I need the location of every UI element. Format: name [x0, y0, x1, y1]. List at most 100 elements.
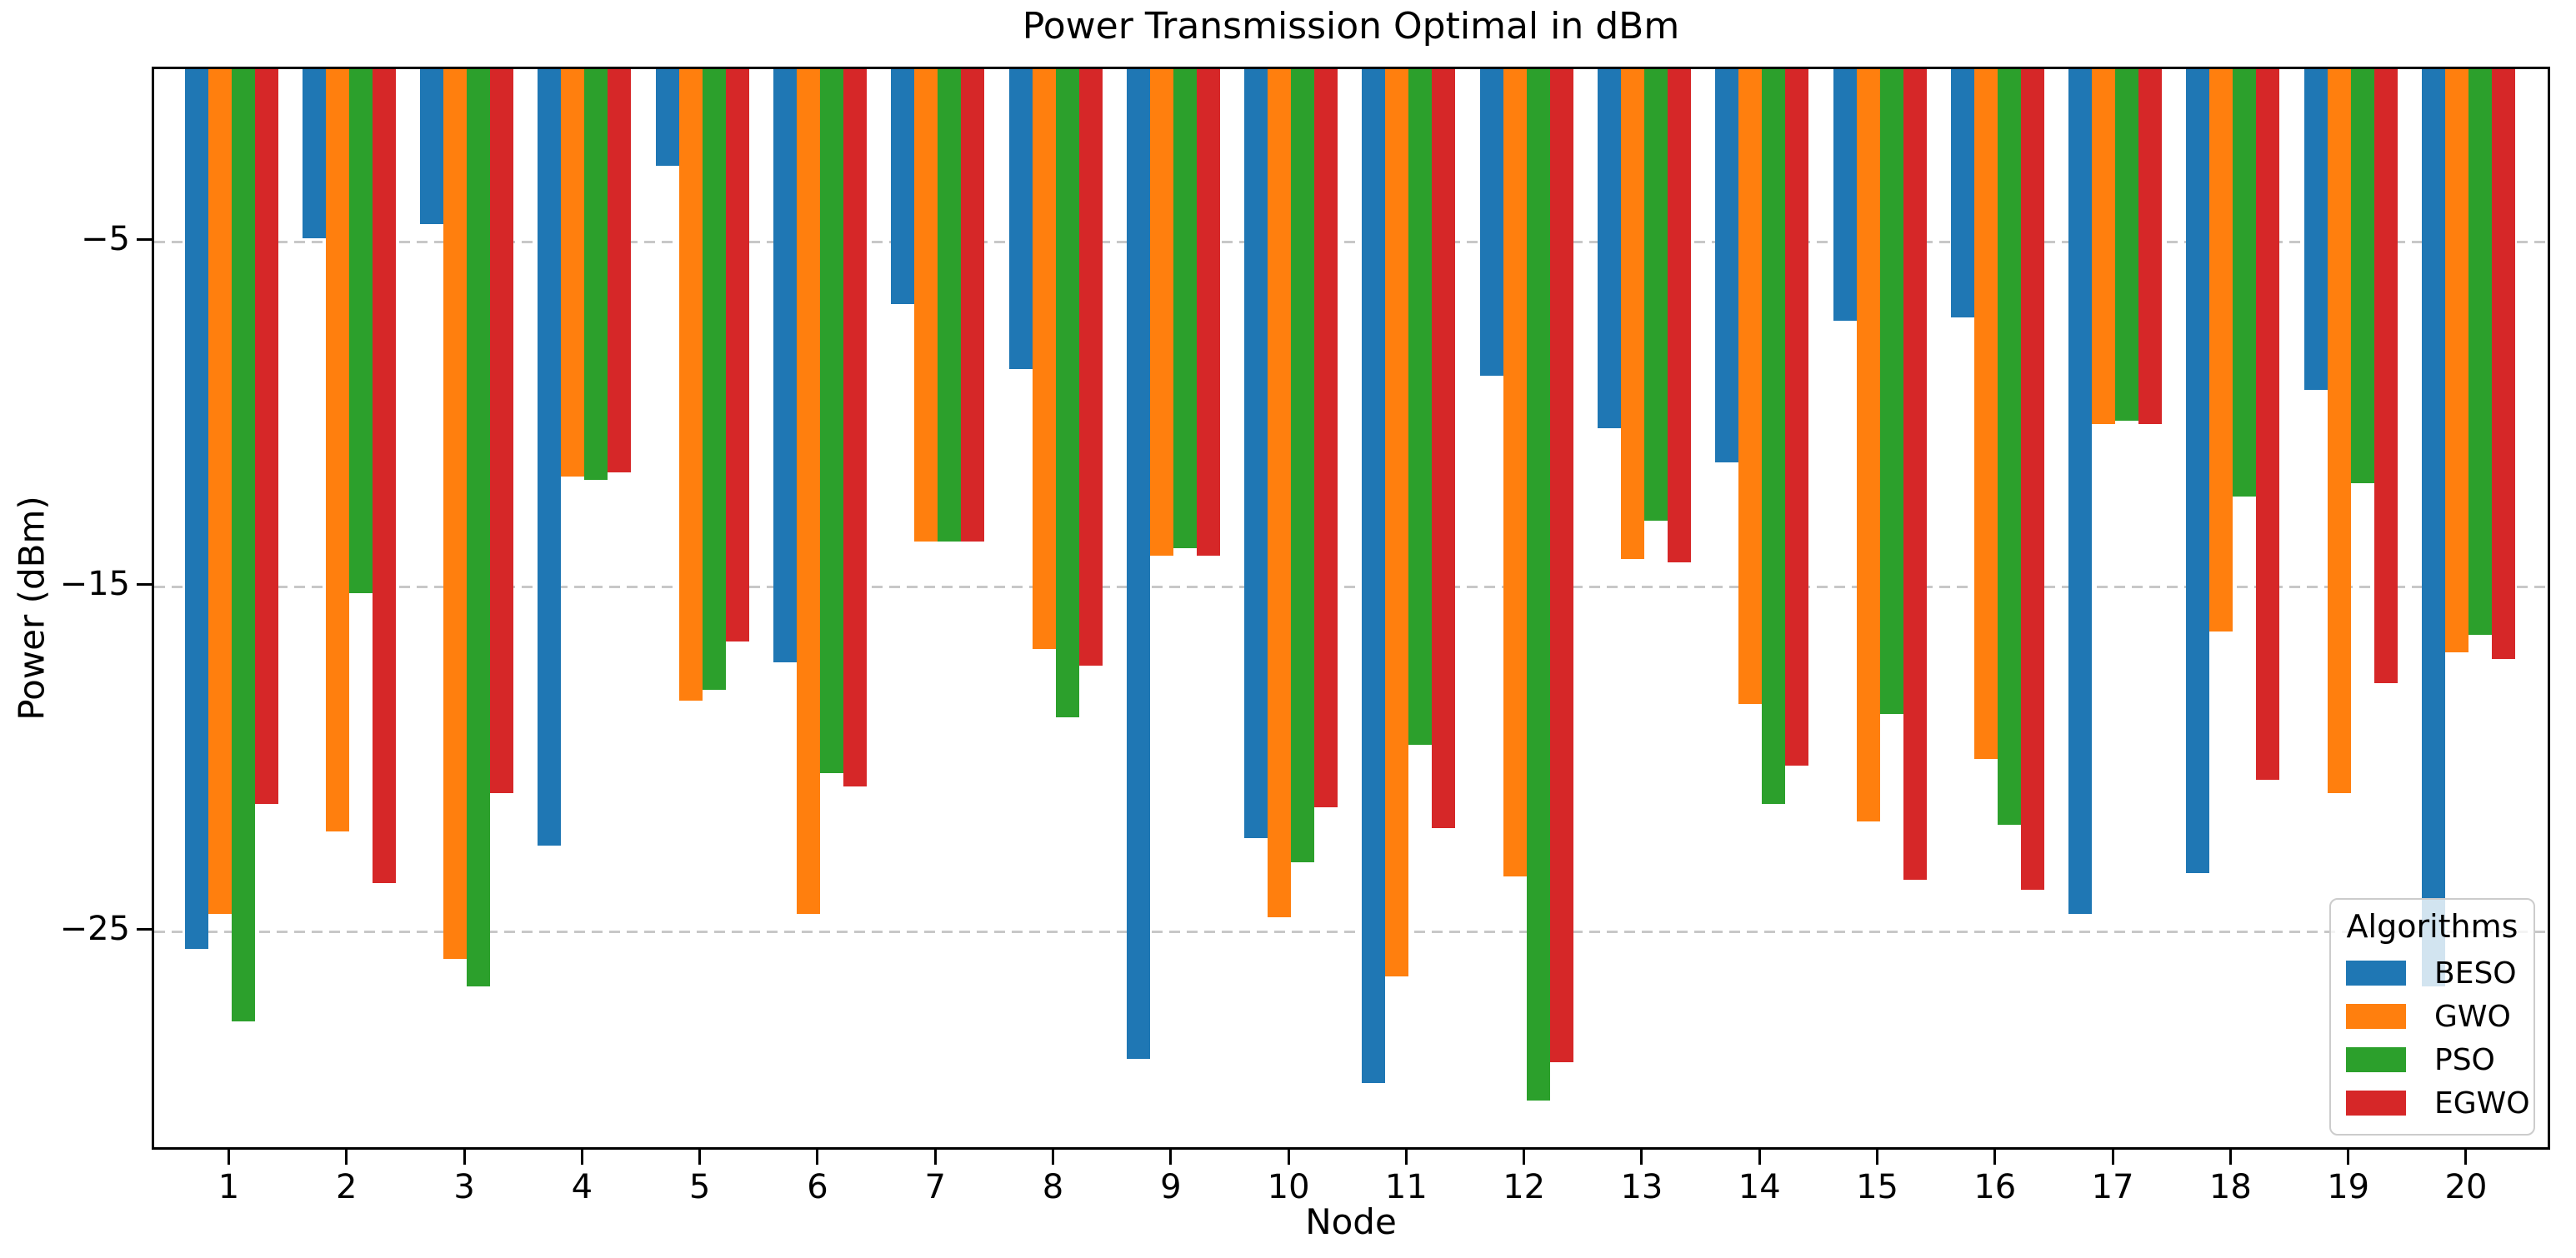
bar-beso-node-4: [538, 69, 562, 846]
bar-gwo-node-20: [2444, 69, 2468, 652]
bar-egwo-node-5: [725, 69, 749, 642]
bar-beso-node-20: [2421, 69, 2445, 987]
bar-egwo-node-20: [2491, 69, 2515, 659]
bar-egwo-node-15: [1903, 69, 1927, 880]
bar-pso-node-4: [584, 69, 608, 480]
x-tick-label: 20: [2444, 1168, 2488, 1206]
legend: Algorithms BESO GWO PSO EGWO: [2329, 898, 2535, 1136]
bar-gwo-node-19: [2327, 69, 2351, 794]
gridline-−5: [154, 240, 2548, 243]
bar-gwo-node-10: [1268, 69, 1292, 918]
legend-swatch-egwo: [2346, 1091, 2406, 1116]
bar-gwo-node-17: [2092, 69, 2116, 425]
x-tick-label: 7: [924, 1168, 946, 1206]
bar-beso-node-14: [1715, 69, 1739, 462]
legend-entry-beso: BESO: [2346, 951, 2518, 995]
x-tick-mark: [2228, 1150, 2232, 1165]
bar-beso-node-9: [1126, 69, 1150, 1060]
bar-egwo-node-13: [1667, 69, 1691, 563]
plot-area: [152, 67, 2550, 1150]
bar-pso-node-14: [1762, 69, 1786, 804]
y-tick-label: −25: [59, 910, 130, 949]
bar-pso-node-9: [1173, 69, 1197, 549]
bar-egwo-node-16: [2020, 69, 2044, 891]
legend-rows: BESO GWO PSO EGWO: [2346, 951, 2530, 1125]
bar-gwo-node-11: [1385, 69, 1409, 976]
bar-beso-node-16: [1950, 69, 1974, 318]
bar-beso-node-19: [2303, 69, 2328, 391]
x-tick-mark: [2347, 1150, 2350, 1165]
x-tick-label: 14: [1738, 1168, 1781, 1206]
bar-pso-node-15: [1879, 69, 1903, 715]
bar-pso-node-16: [1997, 69, 2021, 825]
bar-gwo-node-2: [325, 69, 349, 831]
x-tick-label: 13: [1620, 1168, 1663, 1206]
legend-entry-gwo: GWO: [2346, 995, 2518, 1038]
bar-egwo-node-11: [1432, 69, 1456, 828]
bar-pso-node-13: [1643, 69, 1668, 522]
bar-beso-node-6: [773, 69, 797, 663]
y-axis-label: Power (dBm): [11, 496, 53, 721]
bar-gwo-node-5: [678, 69, 703, 701]
bar-gwo-node-16: [1973, 69, 1998, 760]
x-tick-mark: [345, 1150, 348, 1165]
bar-egwo-node-8: [1078, 69, 1103, 666]
x-tick-mark: [1993, 1150, 1997, 1165]
bar-egwo-node-12: [1549, 69, 1573, 1063]
x-tick-label: 17: [2091, 1168, 2134, 1206]
bar-beso-node-11: [1362, 69, 1386, 1084]
x-tick-label: 1: [218, 1168, 240, 1206]
x-tick-mark: [1523, 1150, 1526, 1165]
x-tick-label: 4: [571, 1168, 593, 1206]
bar-gwo-node-8: [1032, 69, 1056, 649]
legend-entry-pso: PSO: [2346, 1038, 2518, 1081]
x-tick-mark: [1876, 1150, 1879, 1165]
legend-entry-label: BESO: [2434, 956, 2517, 991]
bar-egwo-node-2: [372, 69, 396, 884]
bar-pso-node-12: [1526, 69, 1550, 1101]
bar-beso-node-17: [2068, 69, 2093, 915]
bar-egwo-node-4: [608, 69, 632, 473]
bar-beso-node-10: [1244, 69, 1268, 839]
y-tick-label: −15: [59, 565, 130, 604]
x-tick-mark: [1758, 1150, 1761, 1165]
bar-beso-node-7: [891, 69, 915, 304]
x-tick-mark: [2464, 1150, 2468, 1165]
bar-beso-node-8: [1008, 69, 1033, 370]
x-tick-label: 3: [453, 1168, 475, 1206]
bar-beso-node-15: [1833, 69, 1857, 322]
x-tick-label: 19: [2327, 1168, 2370, 1206]
bar-beso-node-18: [2186, 69, 2210, 873]
bar-pso-node-1: [231, 69, 255, 1021]
bar-pso-node-18: [2233, 69, 2257, 497]
bar-beso-node-5: [655, 69, 679, 166]
x-tick-mark: [1287, 1150, 1290, 1165]
legend-entry-label: GWO: [2434, 999, 2511, 1034]
bar-pso-node-8: [1055, 69, 1079, 718]
bar-beso-node-2: [302, 69, 326, 238]
bar-egwo-node-18: [2256, 69, 2280, 780]
x-tick-mark: [1640, 1150, 1643, 1165]
x-tick-mark: [228, 1150, 230, 1165]
x-tick-mark: [698, 1150, 702, 1165]
bar-gwo-node-1: [208, 69, 232, 915]
bar-pso-node-20: [2468, 69, 2492, 635]
bar-gwo-node-6: [796, 69, 820, 915]
x-tick-label: 12: [1503, 1168, 1546, 1206]
bar-egwo-node-17: [2138, 69, 2163, 425]
bar-gwo-node-9: [1149, 69, 1173, 556]
legend-swatch-pso: [2346, 1047, 2406, 1072]
bar-beso-node-12: [1479, 69, 1503, 377]
x-tick-mark: [1169, 1150, 1173, 1165]
y-tick-label: −5: [81, 220, 130, 258]
x-tick-label: 15: [1856, 1168, 1898, 1206]
x-tick-label: 6: [807, 1168, 828, 1206]
bar-pso-node-6: [819, 69, 843, 773]
x-tick-label: 8: [1042, 1168, 1064, 1206]
bar-beso-node-13: [1597, 69, 1621, 428]
bar-gwo-node-14: [1738, 69, 1763, 704]
legend-entry-label: PSO: [2434, 1042, 2495, 1077]
x-tick-mark: [1404, 1150, 1408, 1165]
x-tick-mark: [463, 1150, 466, 1165]
